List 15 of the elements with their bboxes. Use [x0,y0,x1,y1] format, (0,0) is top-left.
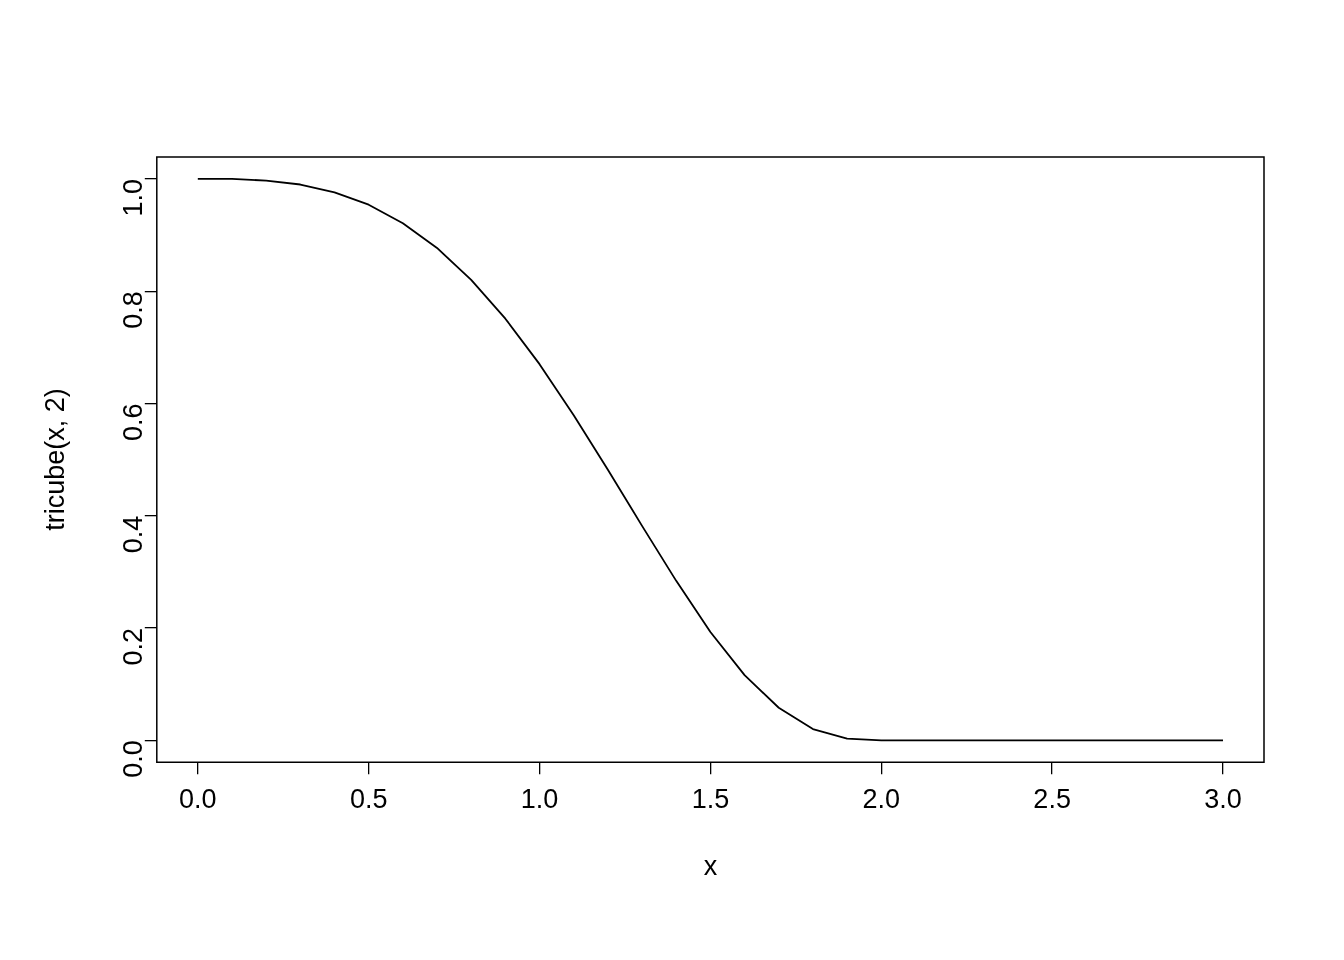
y-tick-label: 0.8 [118,291,149,329]
x-tick-label: 1.5 [691,783,730,814]
x-tick-label: 0.0 [179,783,217,814]
y-axis-title: tricube(x, 2) [39,388,70,531]
y-tick-label: 1.0 [118,178,149,217]
y-tick-label: 0.0 [118,740,149,778]
x-tick-label: 2.0 [862,783,901,814]
x-axis-title: x [703,851,718,882]
y-tick-label: 0.2 [118,628,149,666]
y-tick-label: 0.6 [118,403,149,442]
x-tick-label: 1.0 [520,783,559,814]
x-tick-label: 3.0 [1204,783,1242,814]
x-tick-label: 2.5 [1033,783,1071,814]
x-tick-label: 0.5 [349,783,388,814]
y-tick-label: 0.4 [118,515,149,554]
